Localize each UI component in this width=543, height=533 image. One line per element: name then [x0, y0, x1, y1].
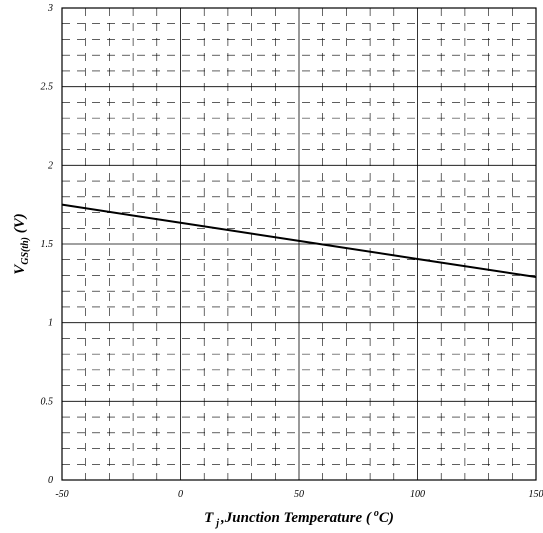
x-axis-label-end: C) [379, 510, 394, 526]
series-layer [61, 203, 537, 279]
series-line-0 [61, 203, 537, 279]
y-tick-label: 1.5 [41, 239, 54, 250]
major-grid [61, 7, 537, 481]
x-axis-label-sub: j [214, 518, 219, 529]
plot-frame [61, 7, 537, 481]
y-axis-label-main: V [12, 263, 28, 275]
x-tick-label: -50 [55, 489, 68, 500]
x-tick-labels: -50 0 50 100 150 [55, 489, 543, 500]
y-tick-labels: 0 0.5 1 1.5 2 2.5 3 [41, 3, 54, 486]
y-tick-label: 2 [48, 160, 53, 171]
y-tick-label: 2.5 [41, 82, 54, 93]
y-tick-label: 3 [47, 3, 53, 14]
y-axis-label: VGS(th) (V) [12, 213, 31, 275]
x-tick-label: 100 [410, 489, 425, 500]
x-axis-label-text: ,Junction Temperature ( [220, 510, 372, 526]
x-axis-label-main: T [204, 510, 214, 526]
x-tick-label: 50 [294, 489, 304, 500]
x-tick-label: 150 [529, 489, 543, 500]
y-axis-label-sub: GS(th) [20, 237, 31, 265]
x-axis-label-sup: o [374, 508, 379, 519]
y-axis-label-end: (V) [12, 213, 28, 237]
x-tick-label: 0 [178, 489, 183, 500]
y-tick-label: 0.5 [41, 396, 54, 407]
y-tick-label: 1 [48, 318, 53, 329]
y-tick-label: 0 [48, 475, 53, 486]
